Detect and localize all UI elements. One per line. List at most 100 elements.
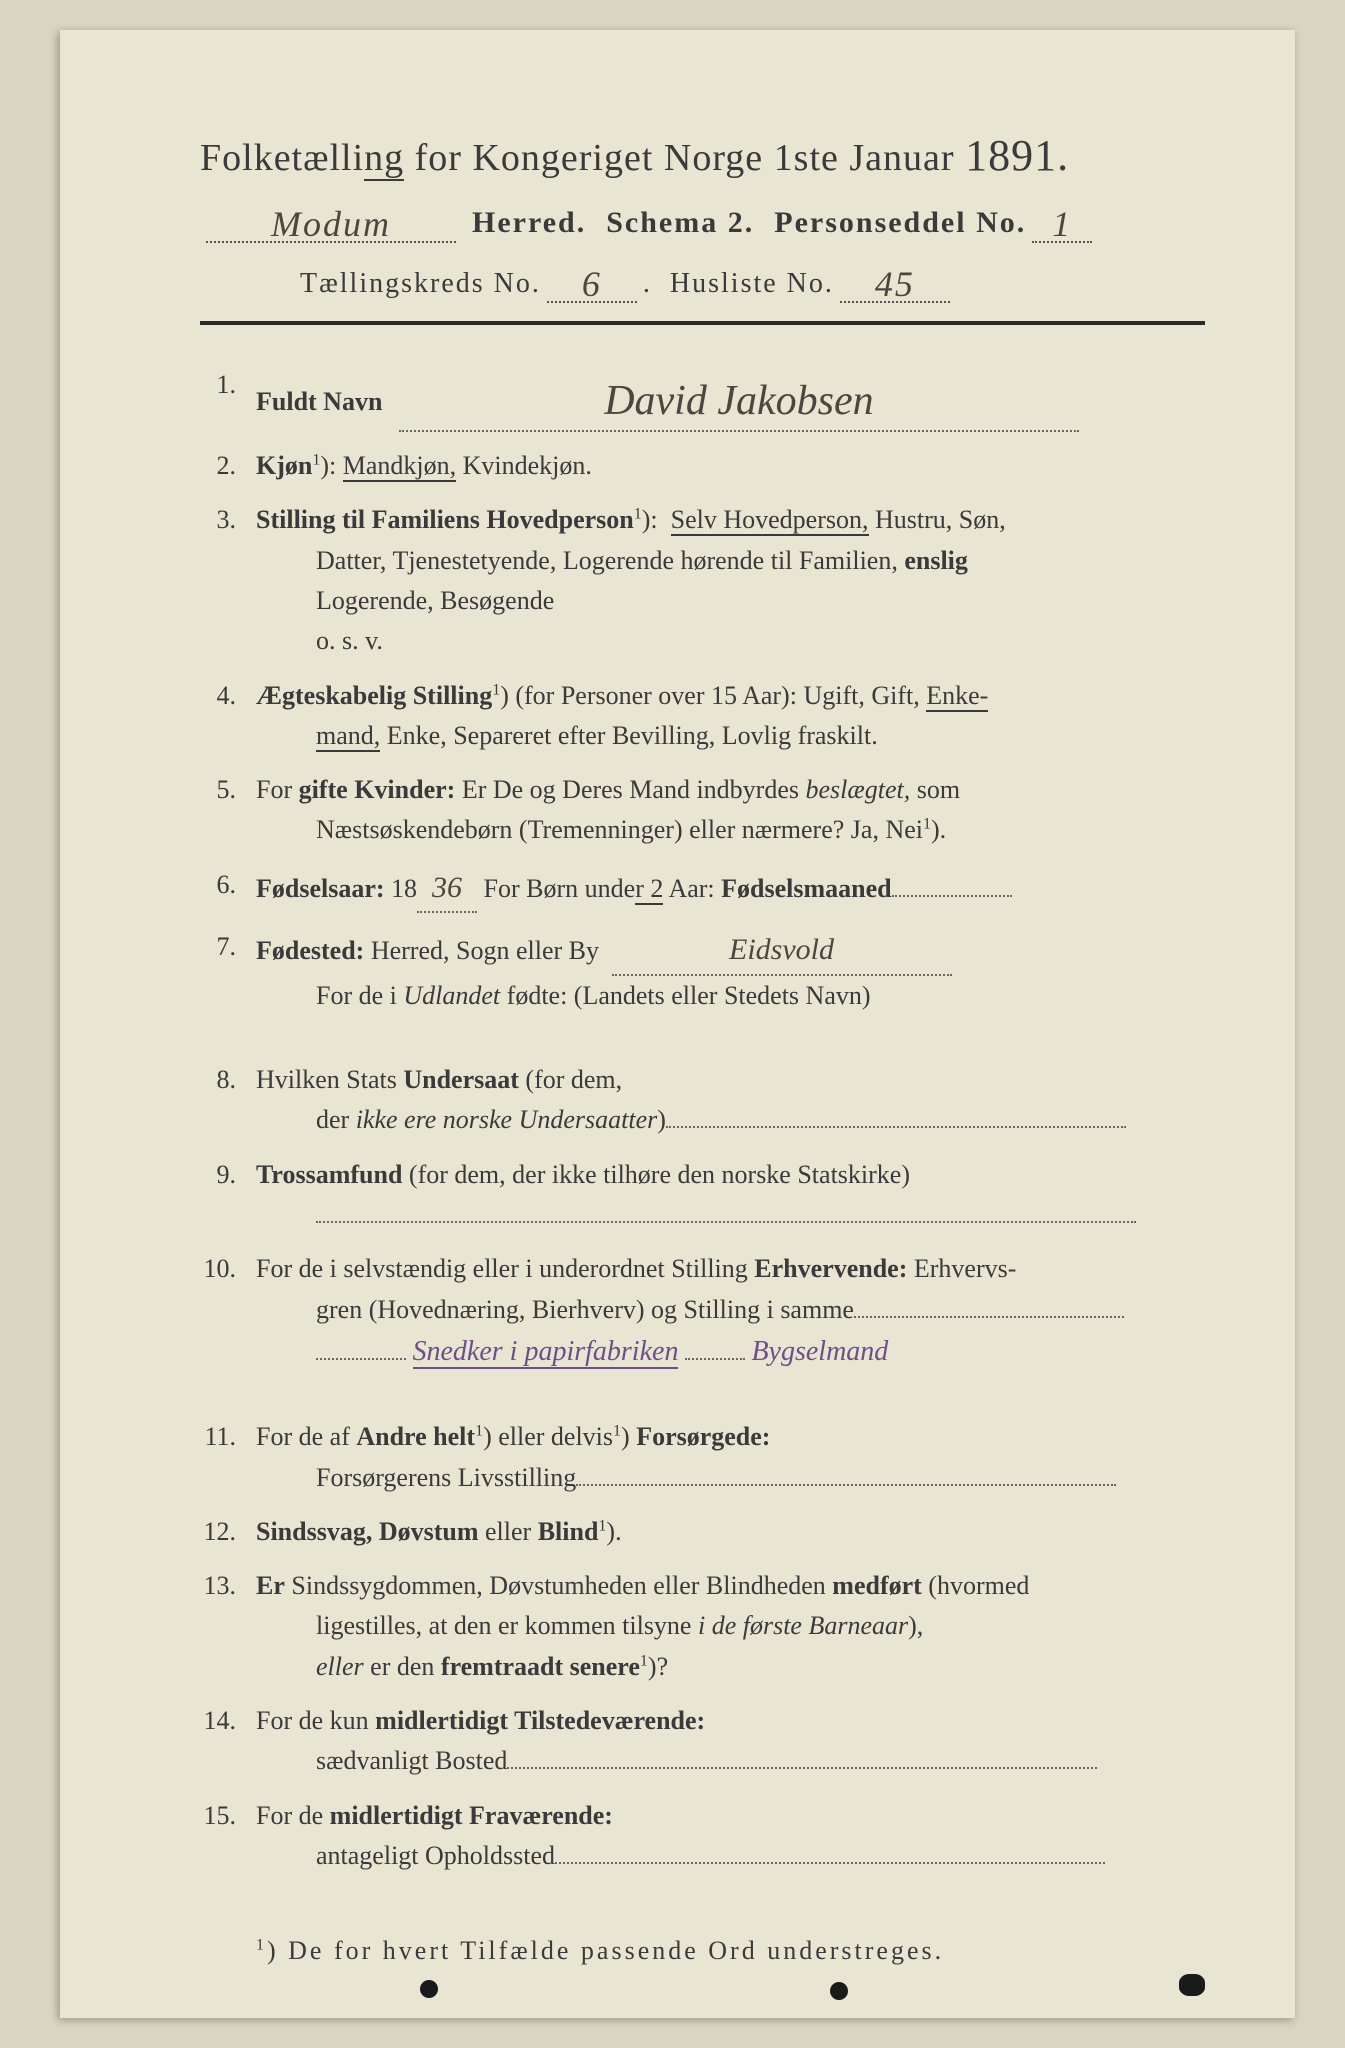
q6-text3: Aar:	[663, 874, 721, 903]
q3-label: Stilling til Familiens Hovedperson	[256, 505, 634, 534]
q7-label: Fødested:	[256, 936, 364, 965]
q7-text1: Herred, Sogn eller By	[364, 936, 599, 965]
taellingskreds-field: 6	[547, 259, 637, 303]
q6-label: Fødselsaar:	[256, 874, 385, 903]
q15-line2-wrap: antageligt Opholdssted	[316, 1836, 1205, 1876]
q9-num: 9.	[200, 1155, 256, 1236]
herred-label: Herred.	[472, 206, 586, 240]
document-page: Folketælling for Kongeriget Norge 1ste J…	[60, 30, 1295, 2018]
divider-line	[200, 321, 1205, 325]
q2-label: Kjøn	[256, 451, 312, 480]
q3-selv: Selv Hovedperson,	[671, 505, 869, 536]
q2-opt1: Mandkjøn,	[343, 451, 456, 482]
q2-paren: ):	[320, 451, 336, 480]
q8: 8. Hvilken Stats Undersaat (for dem, der…	[200, 1060, 1205, 1141]
q11-sup1: 1	[475, 1423, 483, 1440]
q4-line2-wrap: mand, Enke, Separeret efter Bevilling, L…	[316, 716, 1205, 756]
q15-pre: For de	[256, 1801, 330, 1830]
q12: 12. Sindssvag, Døvstum eller Blind1).	[200, 1512, 1205, 1552]
q10-gap	[685, 1358, 745, 1360]
q5: 5. For gifte Kvinder: Er De og Deres Man…	[200, 770, 1205, 851]
q8-line2-wrap: der ikke ere norske Undersaatter)	[316, 1100, 1205, 1140]
q3: 3. Stilling til Familiens Hovedperson1):…	[200, 500, 1205, 661]
q5-label: gifte Kvinder:	[299, 775, 456, 804]
herred-value: Modum	[271, 204, 391, 244]
q10-line2-wrap: gren (Hovednæring, Bierhverv) og Stillin…	[316, 1290, 1205, 1330]
q13-line2-wrap: ligestilles, at den er kommen tilsyne i …	[316, 1606, 1205, 1646]
husliste-value: 45	[875, 264, 915, 304]
q5-line2-wrap: Næstsøskendebørn (Tremenninger) eller næ…	[316, 810, 1205, 850]
q6-body: Fødselsaar: 1836 For Børn under 2 Aar: F…	[256, 865, 1205, 914]
q4-enke: Enke-	[926, 681, 988, 712]
binding-hole	[1179, 1974, 1205, 1996]
herred-field: Modum	[206, 199, 456, 243]
q12-body: Sindssvag, Døvstum eller Blind1).	[256, 1512, 1205, 1552]
q9-body: Trossamfund (for dem, der ikke tilhøre d…	[256, 1155, 1205, 1236]
q13-l3end: )?	[648, 1652, 668, 1681]
binding-hole	[420, 1980, 438, 1998]
q13-pre: Er	[256, 1571, 285, 1600]
q8-text2: (for dem,	[519, 1065, 622, 1094]
q12-num: 12.	[200, 1512, 256, 1552]
q5-it1: beslægtet,	[806, 775, 911, 804]
schema-label: Schema 2.	[606, 206, 754, 240]
q11-sup2: 1	[613, 1423, 621, 1440]
header-line-3: Tællingskreds No. 6 . Husliste No. 45	[300, 259, 1205, 303]
q13-l2post: ),	[908, 1611, 923, 1640]
q13-label: medført	[832, 1571, 922, 1600]
q7-line2-wrap: For de i Udlandet fødte: (Landets eller …	[316, 976, 1205, 1016]
q10-line2: gren (Hovednæring, Bierhverv) og Stillin…	[316, 1295, 854, 1324]
taellingskreds-value: 6	[582, 264, 602, 304]
q6-label2: Fødselsmaaned	[721, 874, 891, 903]
q4-sup: 1	[492, 681, 500, 698]
q14-pre: For de kun	[256, 1706, 375, 1735]
q7-body: Fødested: Herred, Sogn eller By Eidsvold…	[256, 927, 1205, 1016]
q8-num: 8.	[200, 1060, 256, 1141]
q6-r2: r 2	[635, 874, 663, 905]
q3-body: Stilling til Familiens Hovedperson1): Se…	[256, 500, 1205, 661]
q13-sup: 1	[640, 1652, 648, 1669]
q4: 4. Ægteskabelig Stilling1) (for Personer…	[200, 676, 1205, 757]
q13-l3text: er den	[364, 1652, 441, 1681]
personseddel-field: 1	[1032, 199, 1092, 243]
q11-line2: Forsørgerens Livsstilling	[316, 1463, 576, 1492]
footnote-sup: 1	[256, 1937, 267, 1954]
q3-paren: ):	[642, 505, 658, 534]
q10-field1	[854, 1316, 1124, 1318]
q11-num: 11.	[200, 1417, 256, 1498]
binding-hole	[830, 1982, 848, 2000]
q14-label: midlertidigt Tilstedeværende:	[375, 1706, 705, 1735]
q3-rest1: Hustru, Søn,	[869, 505, 1006, 534]
q9-label: Trossamfund	[256, 1160, 402, 1189]
q2: 2. Kjøn1): Mandkjøn, Kvindekjøn.	[200, 446, 1205, 486]
q10-line3-wrap: Snedker i papirfabriken Bygselmand	[316, 1330, 1205, 1373]
q7-field: Eidsvold	[612, 927, 952, 976]
q8-text1: Hvilken Stats	[256, 1065, 403, 1094]
q14: 14. For de kun midlertidigt Tilstedevære…	[200, 1701, 1205, 1782]
q1: 1. Fuldt Navn David Jakobsen	[200, 365, 1205, 432]
q3-line3: Logerende, Besøgende	[316, 581, 1205, 621]
q5-text2: som	[910, 775, 960, 804]
q1-value: David Jakobsen	[604, 378, 873, 424]
q15-body: For de midlertidigt Fraværende: antageli…	[256, 1796, 1205, 1877]
q5-text1: Er De og Deres Mand indbyrdes	[455, 775, 805, 804]
q6-year: 36	[432, 871, 462, 904]
q15-num: 15.	[200, 1796, 256, 1877]
q10-text1: For de i selvstændig eller i underordnet…	[256, 1254, 754, 1283]
taellingskreds-label: Tællingskreds No.	[300, 268, 541, 300]
q2-opt2: Kvindekjøn.	[456, 451, 592, 480]
q4-num: 4.	[200, 676, 256, 757]
personseddel-label: Personseddel No.	[774, 206, 1026, 240]
q13-l2pre: ligestilles, at den er kommen tilsyne	[316, 1611, 698, 1640]
title-post: for Kongeriget Norge 1ste Januar	[404, 137, 965, 179]
q2-num: 2.	[200, 446, 256, 486]
q13-text1: Sindssygdommen, Døvstumheden eller Blind…	[285, 1571, 832, 1600]
q5-sup: 1	[923, 816, 931, 833]
q6-num: 6.	[200, 865, 256, 914]
q14-body: For de kun midlertidigt Tilstedeværende:…	[256, 1701, 1205, 1782]
q6-month-field	[892, 895, 1012, 897]
q10-text2: Erhvervs-	[907, 1254, 1016, 1283]
q14-line2-wrap: sædvanligt Bosted	[316, 1741, 1205, 1781]
q13-num: 13.	[200, 1566, 256, 1687]
q5-end: ).	[931, 815, 946, 844]
